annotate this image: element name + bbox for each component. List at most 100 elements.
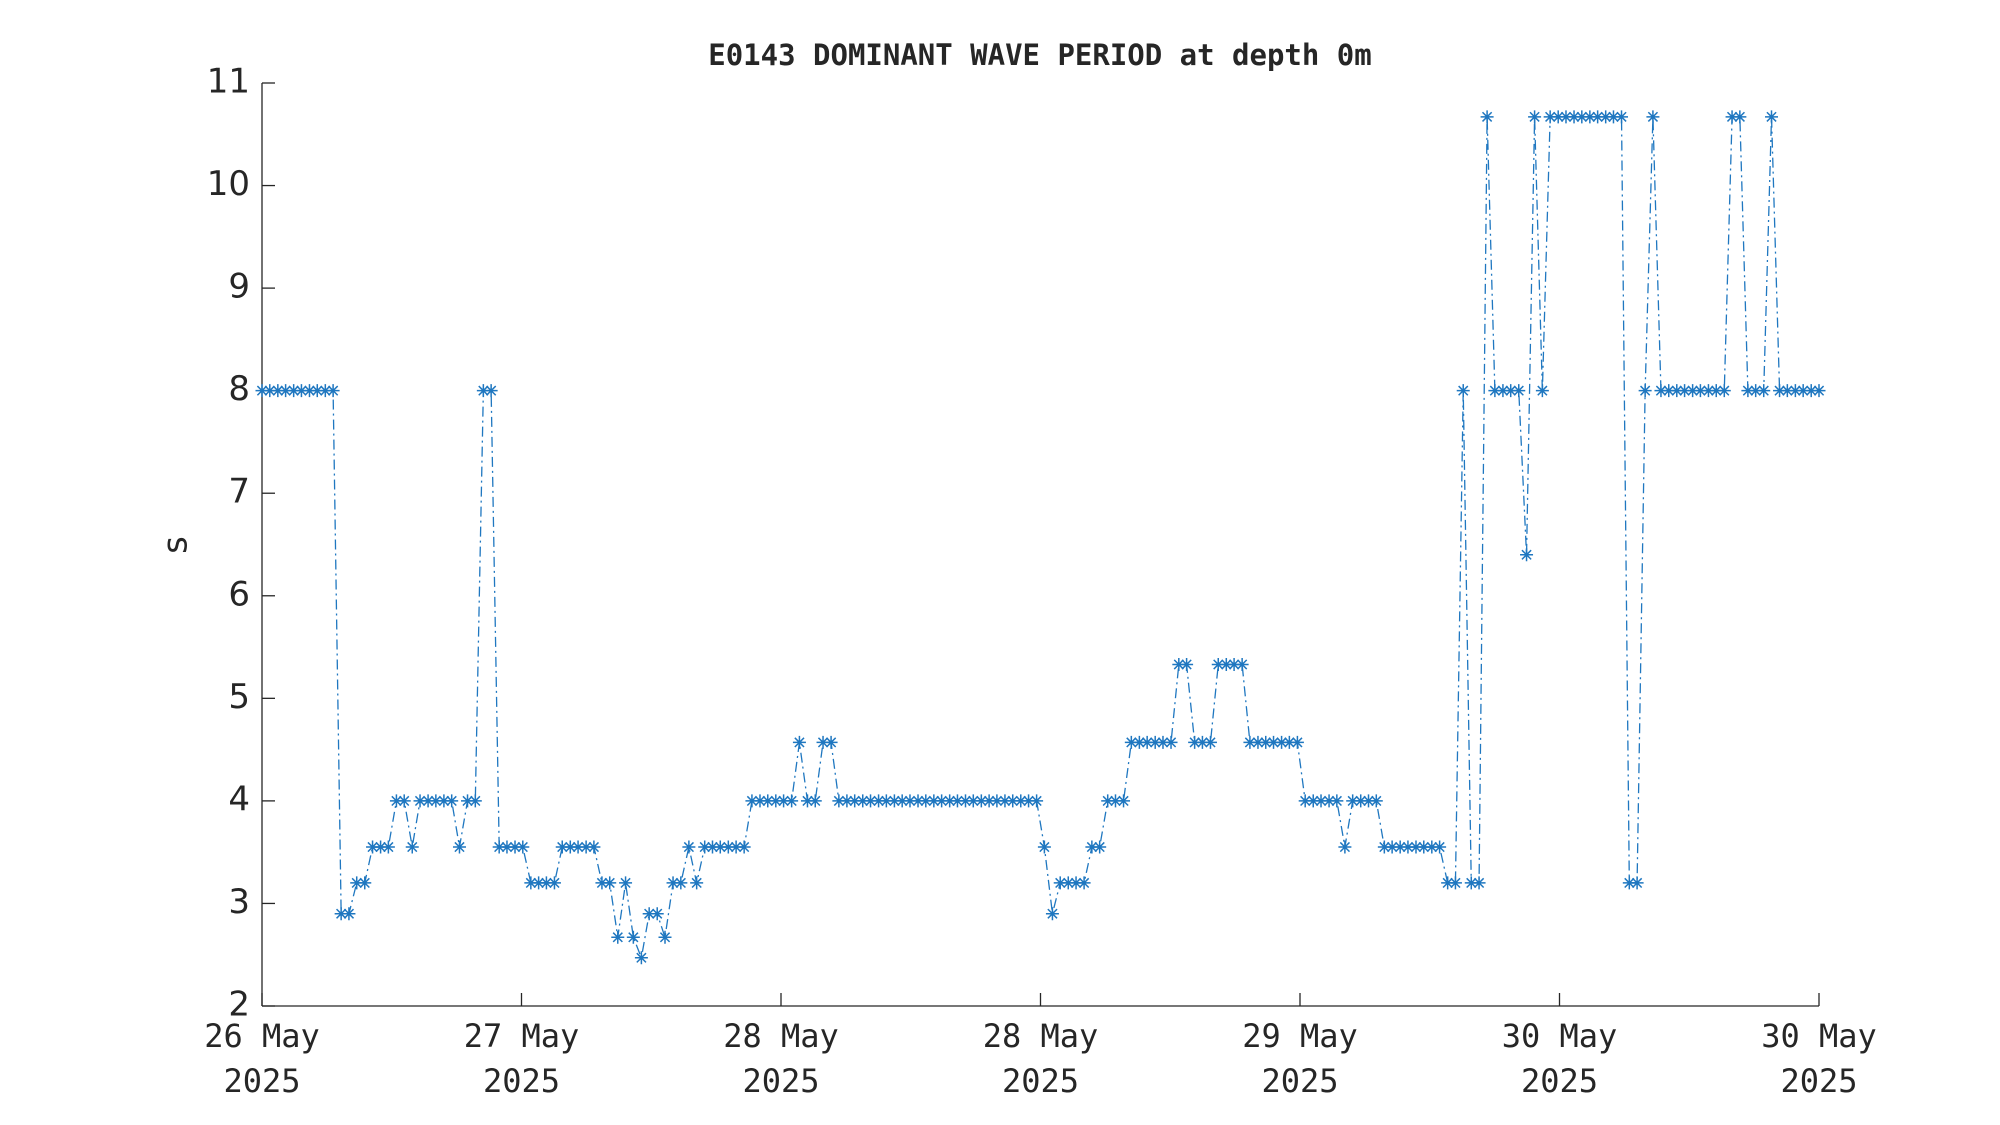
data-point: [1528, 110, 1542, 124]
data-point: [468, 794, 482, 808]
data-point: [1480, 110, 1494, 124]
data-point: [1780, 384, 1794, 398]
data-point: [887, 794, 901, 808]
y-tick-label: 6: [228, 574, 250, 614]
data-point: [326, 384, 340, 398]
data-point: [1180, 657, 1194, 671]
y-tick-label: 5: [228, 677, 250, 717]
data-point: [1773, 384, 1787, 398]
data-point: [342, 907, 356, 921]
data-point: [769, 794, 783, 808]
data-point: [674, 876, 688, 890]
data-point: [1496, 384, 1510, 398]
data-point: [1140, 735, 1154, 749]
data-point: [492, 840, 506, 854]
data-point: [1804, 384, 1818, 398]
data-point: [381, 840, 395, 854]
data-point: [1369, 794, 1383, 808]
data-point: [1282, 735, 1296, 749]
data-point: [634, 951, 648, 965]
data-point: [800, 794, 814, 808]
data-point: [1765, 110, 1779, 124]
data-point: [429, 794, 443, 808]
data-point: [1670, 384, 1684, 398]
data-point: [563, 840, 577, 854]
data-point: [374, 840, 388, 854]
x-tick-label: 2025: [1002, 1062, 1079, 1100]
data-point: [1069, 876, 1083, 890]
data-point: [1298, 794, 1312, 808]
y-tick-label: 3: [228, 882, 250, 922]
data-point: [532, 876, 546, 890]
data-point: [1615, 110, 1629, 124]
data-point: [974, 794, 988, 808]
x-tick-label: 30 May: [1761, 1017, 1877, 1055]
data-point: [824, 735, 838, 749]
data-point: [1749, 384, 1763, 398]
data-point: [1717, 384, 1731, 398]
data-point: [832, 794, 846, 808]
data-point: [1448, 876, 1462, 890]
data-point: [547, 876, 561, 890]
data-point: [1148, 735, 1162, 749]
data-point: [848, 794, 862, 808]
data-point: [334, 907, 348, 921]
data-point: [879, 794, 893, 808]
data-point: [1077, 876, 1091, 890]
data-point: [1132, 735, 1146, 749]
data-point: [524, 876, 538, 890]
data-point: [539, 876, 553, 890]
data-point: [1045, 907, 1059, 921]
data-point: [1030, 794, 1044, 808]
data-point: [1757, 384, 1771, 398]
data-point: [1488, 384, 1502, 398]
x-tick-label: 27 May: [464, 1017, 580, 1055]
data-point: [729, 840, 743, 854]
data-point: [911, 794, 925, 808]
data-point: [1093, 840, 1107, 854]
data-point: [1622, 876, 1636, 890]
data-point: [1211, 657, 1225, 671]
data-point: [1101, 794, 1115, 808]
data-point: [658, 930, 672, 944]
y-tick-label: 8: [228, 369, 250, 409]
data-point: [1164, 735, 1178, 749]
data-point: [872, 794, 886, 808]
data-point: [816, 735, 830, 749]
data-point: [1606, 110, 1620, 124]
chart-title: E0143 DOMINANT WAVE PERIOD at depth 0m: [708, 38, 1371, 72]
data-point: [1014, 794, 1028, 808]
data-point: [1275, 735, 1289, 749]
data-point: [903, 794, 917, 808]
data-point: [1796, 384, 1810, 398]
data-point: [571, 840, 585, 854]
data-point: [603, 876, 617, 890]
x-tick-label: 29 May: [1242, 1017, 1358, 1055]
data-point: [1362, 794, 1376, 808]
data-point: [516, 840, 530, 854]
data-point: [761, 794, 775, 808]
data-point: [808, 794, 822, 808]
x-tick-label: 30 May: [1502, 1017, 1618, 1055]
data-point: [508, 840, 522, 854]
data-point: [1354, 794, 1368, 808]
data-point: [626, 930, 640, 944]
data-point: [437, 794, 451, 808]
x-tick-label: 2025: [1521, 1062, 1598, 1100]
y-tick-label: 9: [228, 267, 250, 307]
data-point: [737, 840, 751, 854]
data-point: [1575, 110, 1589, 124]
data-point: [690, 876, 704, 890]
data-point: [1243, 735, 1257, 749]
data-point: [792, 735, 806, 749]
data-point: [619, 876, 633, 890]
data-point: [279, 384, 293, 398]
data-point: [389, 794, 403, 808]
data-point: [318, 384, 332, 398]
data-point: [753, 794, 767, 808]
data-point: [856, 794, 870, 808]
x-tick-label: 28 May: [723, 1017, 839, 1055]
x-tick-label: 26 May: [204, 1017, 320, 1055]
data-point: [943, 794, 957, 808]
data-point: [777, 794, 791, 808]
